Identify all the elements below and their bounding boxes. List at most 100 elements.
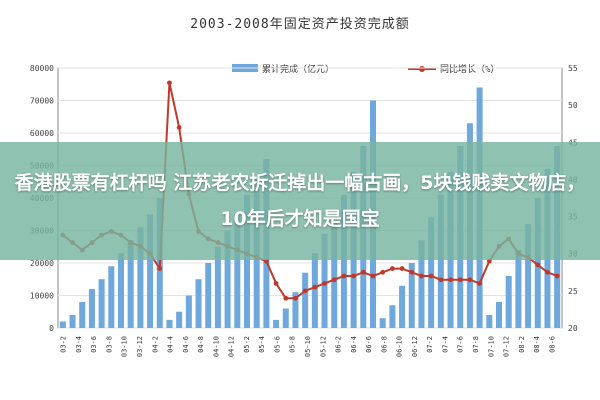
x-tick-label: 04-6 bbox=[182, 336, 190, 353]
growth-point bbox=[438, 277, 444, 283]
x-tick-label: 03-6 bbox=[90, 336, 98, 353]
growth-point bbox=[380, 269, 386, 275]
x-tick-label: 03-2 bbox=[60, 336, 68, 353]
x-tick-label: 07-4 bbox=[441, 336, 449, 353]
x-tick-label: 05-4 bbox=[258, 336, 266, 353]
bar bbox=[331, 214, 338, 328]
x-tick-label: 06-6 bbox=[365, 336, 373, 353]
legend-label-line: 同比增长（%） bbox=[440, 63, 499, 75]
right-tick-label: 50 bbox=[568, 101, 578, 110]
legend: 累计完成（亿元） 同比增长（%） bbox=[232, 63, 499, 75]
x-tick-label: 04-2 bbox=[151, 336, 159, 353]
bar bbox=[117, 253, 125, 328]
growth-point bbox=[457, 277, 463, 283]
bar bbox=[176, 311, 183, 328]
growth-point bbox=[545, 269, 550, 275]
legend-marker-line bbox=[419, 66, 425, 72]
bar bbox=[505, 276, 512, 328]
bar bbox=[234, 214, 241, 328]
legend-label-bar: 累计完成（亿元） bbox=[262, 63, 334, 75]
bar bbox=[418, 240, 425, 328]
x-tick-label: 07-6 bbox=[457, 336, 465, 353]
x-tick-label: 05-12 bbox=[319, 336, 327, 357]
x-tick-label: 05-6 bbox=[273, 336, 281, 353]
bar bbox=[166, 319, 173, 328]
growth-point bbox=[554, 273, 560, 279]
x-tick-label: 08-4 bbox=[533, 336, 541, 353]
growth-point bbox=[341, 273, 347, 279]
left-tick-label: 0 bbox=[49, 324, 54, 333]
x-tick-label: 03-10 bbox=[121, 336, 129, 357]
bar bbox=[224, 230, 231, 328]
left-tick-label: 80000 bbox=[30, 64, 54, 73]
right-tick-label: 20 bbox=[568, 324, 578, 333]
left-tick-label: 70000 bbox=[30, 97, 54, 106]
growth-point bbox=[322, 281, 327, 286]
bar bbox=[399, 285, 406, 328]
growth-point bbox=[351, 273, 357, 279]
x-tick-label: 06-10 bbox=[396, 336, 404, 357]
x-tick-label: 07-10 bbox=[487, 336, 495, 357]
bar bbox=[214, 246, 221, 328]
growth-point bbox=[467, 277, 473, 283]
headline-text[interactable]: 香港股票有杠杆吗 江苏老农拆迁掉出一幅古画，5块钱贱卖文物店，10年后才知是国宝 bbox=[14, 172, 586, 230]
bar bbox=[108, 266, 115, 328]
x-tick-label: 05-8 bbox=[289, 336, 297, 353]
right-tick-label: 55 bbox=[568, 64, 578, 73]
bar bbox=[79, 302, 86, 328]
x-tick-label: 07-2 bbox=[426, 336, 434, 353]
x-tick-label: 06-12 bbox=[411, 336, 419, 357]
growth-point bbox=[283, 295, 289, 301]
x-tick-label: 05-10 bbox=[304, 336, 312, 357]
x-tick-label: 03-4 bbox=[75, 336, 83, 353]
x-tick-label: 08-6 bbox=[548, 336, 556, 353]
left-tick-label: 60000 bbox=[30, 129, 54, 138]
growth-point bbox=[167, 80, 172, 86]
bar bbox=[98, 279, 105, 328]
x-tick-label: 07-12 bbox=[503, 336, 511, 357]
right-tick-label: 25 bbox=[568, 287, 578, 296]
bar bbox=[495, 302, 503, 328]
growth-point bbox=[293, 295, 298, 301]
bar bbox=[59, 321, 66, 328]
bar bbox=[205, 263, 212, 328]
x-tick-label: 07-8 bbox=[472, 336, 480, 353]
x-tick-label: 04-8 bbox=[197, 336, 205, 353]
growth-point bbox=[312, 284, 318, 290]
growth-point bbox=[360, 269, 366, 275]
x-tick-label: 03-8 bbox=[105, 336, 113, 353]
growth-point bbox=[477, 281, 483, 286]
x-tick-label: 06-8 bbox=[380, 336, 388, 353]
bar bbox=[147, 214, 154, 328]
bar bbox=[437, 194, 444, 328]
growth-point bbox=[273, 281, 279, 286]
bar bbox=[292, 292, 299, 328]
x-tick-label: 06-4 bbox=[350, 336, 358, 353]
x-tick-label: 04-10 bbox=[212, 336, 220, 357]
x-tick-label: 05-2 bbox=[243, 336, 251, 353]
bar bbox=[88, 289, 95, 328]
growth-point bbox=[389, 266, 395, 271]
bar bbox=[127, 240, 134, 328]
bar bbox=[137, 227, 144, 328]
bar bbox=[69, 315, 76, 328]
bar bbox=[321, 233, 328, 328]
growth-point bbox=[399, 266, 405, 271]
bar bbox=[389, 305, 396, 328]
bar bbox=[340, 194, 347, 328]
bar bbox=[243, 194, 251, 328]
left-tick-label: 10000 bbox=[30, 292, 54, 301]
bar bbox=[525, 224, 532, 328]
bar bbox=[273, 319, 280, 328]
x-tick-label: 04-12 bbox=[228, 336, 236, 357]
bar bbox=[195, 279, 202, 328]
growth-point bbox=[535, 262, 541, 268]
bar bbox=[428, 217, 435, 328]
headline-banner[interactable]: 香港股票有杠杆吗 江苏老农拆迁掉出一幅古画，5块钱贱卖文物店，10年后才知是国宝 bbox=[0, 142, 600, 260]
x-tick-label: 08-2 bbox=[518, 336, 526, 353]
growth-point bbox=[176, 125, 182, 130]
growth-point bbox=[302, 288, 308, 294]
x-tick-label: 03-12 bbox=[136, 336, 144, 357]
bar bbox=[311, 253, 318, 328]
